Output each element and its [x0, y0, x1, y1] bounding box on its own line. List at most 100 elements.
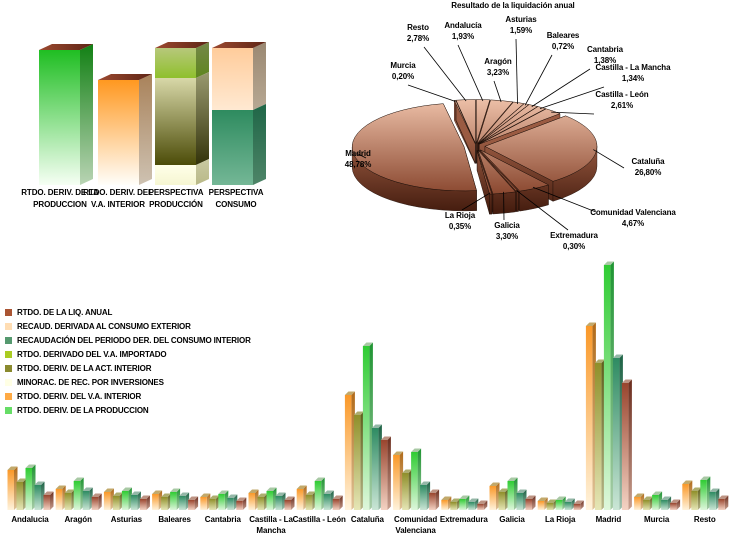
bar-12-series-1[interactable]: [594, 363, 602, 510]
bar-12-series-0[interactable]: [585, 326, 593, 510]
bar-13-series-3[interactable]: [661, 500, 668, 510]
bar-8-series-0[interactable]: [393, 455, 400, 510]
bar-1-series-1[interactable]: [64, 493, 72, 510]
bar-3-series-1[interactable]: [161, 497, 168, 510]
bar-1-series-3[interactable]: [82, 491, 90, 510]
pie-slice-13[interactable]: [453, 99, 476, 144]
bar-6-series-1[interactable]: [305, 495, 313, 510]
bar-11-series-4[interactable]: [573, 504, 581, 510]
bar-2-series-1[interactable]: [112, 496, 120, 510]
bar-9-series-2[interactable]: [459, 499, 466, 510]
bar-7-series-1[interactable]: [353, 415, 361, 510]
bar-0-series-1[interactable]: [16, 482, 24, 510]
bar-10-series-0[interactable]: [489, 486, 497, 510]
bar-7-series-3[interactable]: [371, 428, 379, 510]
stacked-bar-3[interactable]: [212, 42, 266, 185]
pie-slice-11[interactable]: [476, 150, 493, 195]
stacked-bar-2-segment-0[interactable]: [155, 48, 196, 78]
stacked-bar-2-segment-2[interactable]: [155, 165, 196, 185]
legend-item-1[interactable]: RECAUD. DERIVADA AL CONSUMO EXTERIOR: [5, 322, 285, 334]
bar-13-series-1[interactable]: [643, 500, 650, 510]
bar-14-series-0[interactable]: [682, 484, 689, 510]
bar-6-series-3[interactable]: [323, 494, 331, 510]
bar-14-series-1[interactable]: [691, 491, 698, 510]
bar-12-series-3[interactable]: [612, 358, 620, 510]
bar-11-series-0[interactable]: [537, 501, 545, 510]
bar-7-series-0[interactable]: [344, 395, 352, 510]
bar-0-series-2[interactable]: [25, 468, 33, 510]
bar-0-series-3[interactable]: [34, 485, 42, 510]
bar-13-series-2[interactable]: [652, 495, 659, 510]
bar-8-series-1[interactable]: [402, 473, 409, 510]
legend-item-3[interactable]: RTDO. DERIVADO DEL V.A. IMPORTADO: [5, 350, 285, 362]
bar-10-series-1[interactable]: [498, 492, 506, 510]
bar-2-series-3[interactable]: [130, 495, 138, 510]
stacked-bar-2-segment-1[interactable]: [155, 78, 196, 165]
bar-9-series-1[interactable]: [450, 502, 457, 510]
bar-3-series-2[interactable]: [170, 492, 177, 510]
bar-4-series-1[interactable]: [209, 499, 216, 510]
bar-1-series-4[interactable]: [91, 497, 99, 510]
bar-5-series-1[interactable]: [257, 497, 265, 510]
bar-3-series-4[interactable]: [188, 500, 195, 510]
bar-14-series-2[interactable]: [700, 480, 707, 510]
bar-10-series-2[interactable]: [507, 481, 515, 510]
bar-6-series-2[interactable]: [314, 481, 322, 510]
bar-2-series-4[interactable]: [139, 499, 147, 510]
pie-slice-0[interactable]: [476, 99, 491, 144]
bar-14-series-4[interactable]: [718, 499, 725, 510]
pie-slice-8[interactable]: [480, 149, 550, 192]
bar-0-series-4[interactable]: [43, 495, 51, 510]
bar-10-series-4[interactable]: [525, 499, 533, 510]
bar-5-series-3[interactable]: [275, 496, 283, 510]
bar-6-series-4[interactable]: [332, 499, 340, 510]
stacked-bar-1-segment-0[interactable]: [98, 80, 139, 185]
bar-9-series-0[interactable]: [441, 500, 448, 510]
bar-4-series-4[interactable]: [236, 501, 243, 510]
stacked-bar-0[interactable]: [39, 44, 93, 185]
bar-8-series-4[interactable]: [429, 493, 436, 510]
bar-13-series-4[interactable]: [670, 503, 677, 510]
stacked-bar-3-segment-1[interactable]: [212, 110, 253, 185]
legend-item-5[interactable]: MINORAC. DE REC. POR INVERSIONES: [5, 378, 285, 390]
stacked-bar-3-segment-0[interactable]: [212, 48, 253, 110]
bar-14-series-3[interactable]: [709, 492, 716, 510]
pie-slice-12[interactable]: [351, 103, 477, 192]
bar-9-series-4[interactable]: [477, 504, 484, 510]
pie-slice-7[interactable]: [484, 115, 598, 182]
bar-8-series-2[interactable]: [411, 452, 418, 510]
bar-1-series-2[interactable]: [73, 481, 81, 510]
bar-3-series-3[interactable]: [179, 496, 186, 510]
stacked-bar-1[interactable]: [98, 74, 152, 185]
legend-item-6[interactable]: RTDO. DERIV. DEL V.A. INTERIOR: [5, 392, 285, 404]
bar-2-series-0[interactable]: [103, 492, 111, 510]
legend-item-2[interactable]: RECAUDACIÓN DEL PERIODO DER. DEL CONSUMO…: [5, 336, 285, 348]
legend-item-0[interactable]: RTDO. DE LA LIQ. ANUAL: [5, 308, 285, 320]
bar-4-series-0[interactable]: [200, 497, 207, 510]
bar-5-series-0[interactable]: [248, 493, 256, 510]
bar-11-series-3[interactable]: [564, 502, 572, 510]
bar-3-series-0[interactable]: [152, 494, 159, 510]
bar-7-series-2[interactable]: [362, 346, 370, 510]
bar-6-series-0[interactable]: [296, 489, 304, 510]
bar-4-series-2[interactable]: [218, 494, 225, 510]
pie-slice-2[interactable]: [477, 101, 525, 144]
bar-4-series-3[interactable]: [227, 498, 234, 510]
stacked-bar-0-segment-0[interactable]: [39, 50, 80, 185]
pie-slice-1[interactable]: [476, 99, 514, 144]
bar-11-series-2[interactable]: [555, 500, 563, 510]
pie-slice-14[interactable]: [455, 99, 476, 144]
bar-8-series-3[interactable]: [420, 485, 427, 510]
bar-5-series-2[interactable]: [266, 491, 274, 510]
bar-13-series-0[interactable]: [634, 497, 641, 510]
bar-7-series-4[interactable]: [380, 440, 388, 510]
bar-0-series-0[interactable]: [7, 470, 15, 510]
legend-item-4[interactable]: RTDO. DERIV. DE LA ACT. INTERIOR: [5, 364, 285, 376]
bar-9-series-3[interactable]: [468, 502, 475, 510]
bar-5-series-4[interactable]: [284, 500, 292, 510]
bar-1-series-0[interactable]: [55, 489, 63, 510]
pie-slice-10[interactable]: [477, 150, 517, 195]
bar-2-series-2[interactable]: [121, 491, 129, 510]
bar-12-series-4[interactable]: [621, 383, 629, 510]
pie-slice-5[interactable]: [478, 106, 547, 145]
